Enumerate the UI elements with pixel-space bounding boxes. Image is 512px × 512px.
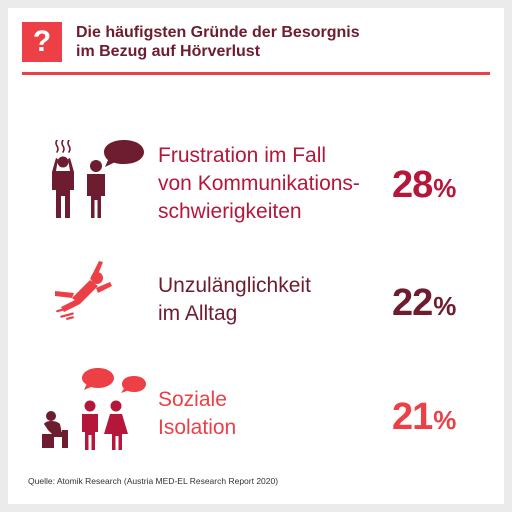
- percent-sign: %: [433, 173, 457, 203]
- title-line-1: Die häufigsten Gründe der Besorgnis: [76, 24, 360, 41]
- falling-person-icon: [55, 261, 112, 320]
- reason-label-line: im Alltag: [158, 302, 238, 325]
- reason-label-frustration: Frustration im Fall von Kommunikations- …: [158, 142, 360, 226]
- reason-label-everyday: Unzulänglichkeit im Alltag: [158, 272, 311, 328]
- page-title: Die häufigsten Gründe der Besorgnis im B…: [76, 23, 496, 61]
- reason-row-isolation: Soziale Isolation 21%: [8, 368, 504, 450]
- reason-percent-isolation: 21%: [392, 398, 456, 436]
- percent-value: 22: [392, 282, 433, 324]
- reason-label-line: von Kommunikations-: [158, 172, 360, 195]
- percent-value: 21: [392, 396, 433, 438]
- reason-row-everyday: Unzulänglichkeit im Alltag 22%: [8, 258, 504, 328]
- reason-label-line: schwierigkeiten: [158, 200, 302, 223]
- infographic-card: ? Die häufigsten Gründe der Besorgnis im…: [8, 8, 504, 504]
- reason-label-line: Soziale: [158, 388, 227, 411]
- question-mark-icon: ?: [22, 22, 62, 62]
- reason-percent-frustration: 28%: [392, 166, 456, 204]
- reason-label-line: Unzulänglichkeit: [158, 274, 311, 297]
- reason-percent-everyday: 22%: [392, 284, 456, 322]
- title-line-2: im Bezug auf Hörverlust: [76, 43, 261, 60]
- reason-label-line: Frustration im Fall: [158, 144, 327, 167]
- source-note: Quelle: Atomik Research (Austria MED-EL …: [28, 476, 279, 486]
- header: ? Die häufigsten Gründe der Besorgnis im…: [22, 22, 490, 80]
- percent-sign: %: [433, 291, 457, 321]
- percent-sign: %: [433, 405, 457, 435]
- percent-value: 28: [392, 164, 433, 206]
- header-divider: [22, 72, 490, 75]
- reason-label-line: Isolation: [158, 416, 237, 439]
- frustrated-conversation-icon: [52, 140, 144, 218]
- social-isolation-icon: [42, 368, 146, 450]
- reason-label-isolation: Soziale Isolation: [158, 386, 236, 442]
- reason-row-frustration: Frustration im Fall von Kommunikations- …: [8, 136, 504, 226]
